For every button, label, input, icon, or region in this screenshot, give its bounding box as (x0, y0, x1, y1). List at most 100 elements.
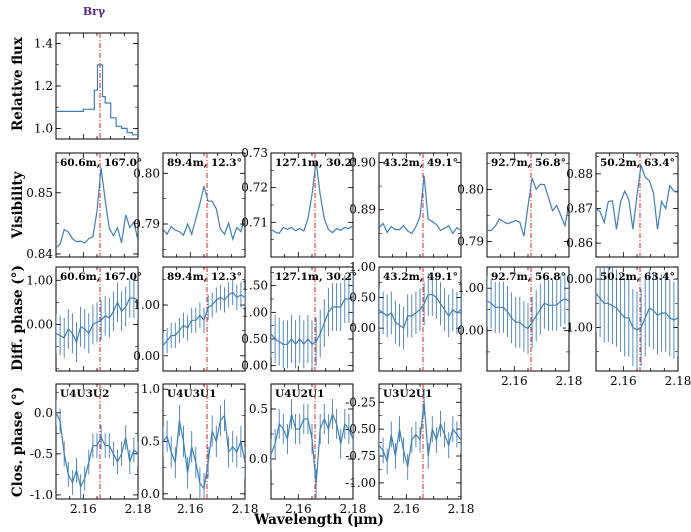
x-tick-label: 2.16 (177, 502, 204, 516)
plot-area (56, 384, 138, 499)
plot-area (56, 153, 138, 257)
visibility-panel-1: 0.84 0.85 60.6m, 167.0° (26, 152, 142, 261)
plot-area (163, 267, 245, 371)
y-tick-label: 1.00 (457, 281, 484, 295)
series-line (271, 161, 353, 235)
y-tick-label: -1.0 (30, 488, 53, 502)
y-tick-label: 0.88 (566, 167, 593, 181)
x-tick-label: 2.16 (70, 502, 97, 516)
clos-phase-axis-title: Clos. phase (°) (10, 387, 26, 497)
x-axis-title: Wavelength (μm) (253, 512, 384, 528)
diff-phase-panel-4: 0.00 0.50 1.00 43.2m, 49.1° (349, 260, 462, 372)
panel-label: U4U3U1 (167, 388, 216, 400)
y-tick-label: 0.85 (26, 186, 53, 200)
panel-label: 92.7m, 56.8° (491, 271, 566, 283)
visibility-panel-4: 0.89 0.90 43.2m, 49.1° (349, 152, 462, 258)
plot-area (271, 384, 353, 499)
y-tick-label: 0.5 (141, 435, 160, 449)
y-tick-label: 0.72 (241, 181, 268, 195)
y-tick-label: 0.0 (141, 487, 160, 501)
y-tick-label: 1.00 (241, 305, 268, 319)
flux-axis-title: Relative flux (10, 36, 26, 131)
y-tick-label: 0.0 (249, 452, 268, 466)
clos-phase-panel-1: 0.0 -0.5 -1.0 2.16 2.18 U4U3U2 (30, 383, 152, 516)
panel-label: 50.2m, 63.4° (600, 157, 675, 169)
series-line (163, 185, 245, 242)
panel-label: 127.1m, 30.2° (275, 157, 357, 169)
brgamma-label: Brγ (83, 5, 106, 18)
visibility-panel-3: 0.71 0.72 0.73 127.1m, 30.2° (241, 146, 357, 258)
y-tick-label: 1.50 (241, 279, 268, 293)
series-line (487, 298, 569, 330)
x-tick-label: 2.16 (285, 502, 312, 516)
y-tick-label: 1.4 (34, 37, 53, 51)
y-tick-label: 0.90 (349, 155, 376, 169)
series-line (379, 175, 461, 235)
y-tick-label: 1.0 (34, 121, 53, 135)
diff-phase-panel-1: 0.00 1.00 60.6m, 167.0° (26, 266, 142, 372)
panel-label: 43.2m, 49.1° (383, 157, 458, 169)
y-tick-label: 0.00 (566, 272, 593, 286)
series-line (271, 295, 353, 346)
y-tick-label: -0.5 (30, 447, 53, 461)
y-tick-label: 0.00 (349, 321, 376, 335)
visibility-panel-6: 0.86 0.87 0.88 50.2m, 63.4° (566, 152, 679, 258)
y-tick-label: -0.50 (345, 422, 376, 436)
plot-area (487, 153, 569, 257)
y-tick-label: 0.50 (349, 291, 376, 305)
plot-area (379, 153, 461, 257)
plot-area (379, 267, 461, 371)
y-tick-label: 0.00 (241, 359, 268, 373)
clos-phase-panel-4: -0.25 -0.50 -0.75 -1.00 2.16 2.18 U3U2U1 (345, 383, 475, 516)
panel-label: U4U2U1 (275, 388, 324, 400)
series-line (596, 293, 678, 331)
panel-label: 89.4m, 12.3° (167, 157, 242, 169)
visibility-panel-5: 0.79 0.80 92.7m, 56.8° (457, 152, 570, 258)
series-line (487, 177, 569, 237)
y-tick-label: 0.73 (241, 146, 268, 160)
panel-label: U4U3U2 (60, 388, 109, 400)
plot-area (596, 267, 678, 371)
y-tick-label: -0.25 (345, 395, 376, 409)
y-tick-label: 0.80 (457, 182, 484, 196)
clos-phase-panel-2: 0.0 0.5 1.0 2.16 2.18 U4U3U1 (141, 382, 258, 516)
plot-area (271, 153, 353, 257)
x-tick-label: 2.18 (448, 502, 475, 516)
visibility-panel-2: 0.79 0.80 89.4m, 12.3° (133, 152, 246, 258)
y-tick-label: -1.00 (562, 320, 593, 334)
y-tick-label: 1.00 (26, 273, 53, 287)
series-line (271, 412, 353, 485)
x-tick-label: 2.18 (125, 502, 152, 516)
y-tick-label: 0.00 (457, 324, 484, 338)
plot-area (596, 153, 678, 257)
flux-step-line (56, 64, 138, 136)
x-tick-label: 2.18 (232, 502, 259, 516)
x-tick-label: 2.18 (665, 374, 691, 388)
plot-area (487, 267, 569, 371)
y-tick-label: 0.86 (566, 236, 593, 250)
series-line (379, 402, 461, 467)
series-line (596, 164, 678, 230)
x-tick-label: 2.16 (610, 374, 637, 388)
plot-area (379, 384, 461, 499)
panel-label: U3U2U1 (383, 388, 432, 400)
visibility-axis-title: Visibility (10, 170, 26, 239)
y-tick-label: 0.80 (133, 166, 160, 180)
diff-phase-panel-2: 0.00 1.00 89.4m, 12.3° (133, 266, 246, 372)
panel-label: 43.2m, 49.1° (383, 271, 458, 283)
x-tick-label: 2.18 (340, 502, 367, 516)
series-line (163, 291, 245, 346)
diff-phase-panel-3: 0.00 0.50 1.00 1.50 127.1m, 30.2° (241, 266, 357, 373)
panel-grid: 1.0 1.2 1.4 0.84 0.85 60.6m, 167.0° 0.79 0.80 89… (26, 32, 691, 516)
panel-label: 127.1m, 30.2° (275, 271, 357, 283)
panel-label: 60.6m, 167.0° (60, 271, 142, 283)
clos-phase-panel-3: 0.0 0.5 2.16 2.18 U4U2U1 (249, 383, 367, 516)
series-line (56, 297, 138, 344)
y-tick-label: 0.79 (457, 234, 484, 248)
y-tick-label: 0.00 (26, 318, 53, 332)
panel-label: 89.4m, 12.3° (167, 271, 242, 283)
plot-area (163, 384, 245, 499)
flux-panel: 1.0 1.2 1.4 (34, 32, 139, 140)
y-tick-label: -0.75 (345, 449, 376, 463)
